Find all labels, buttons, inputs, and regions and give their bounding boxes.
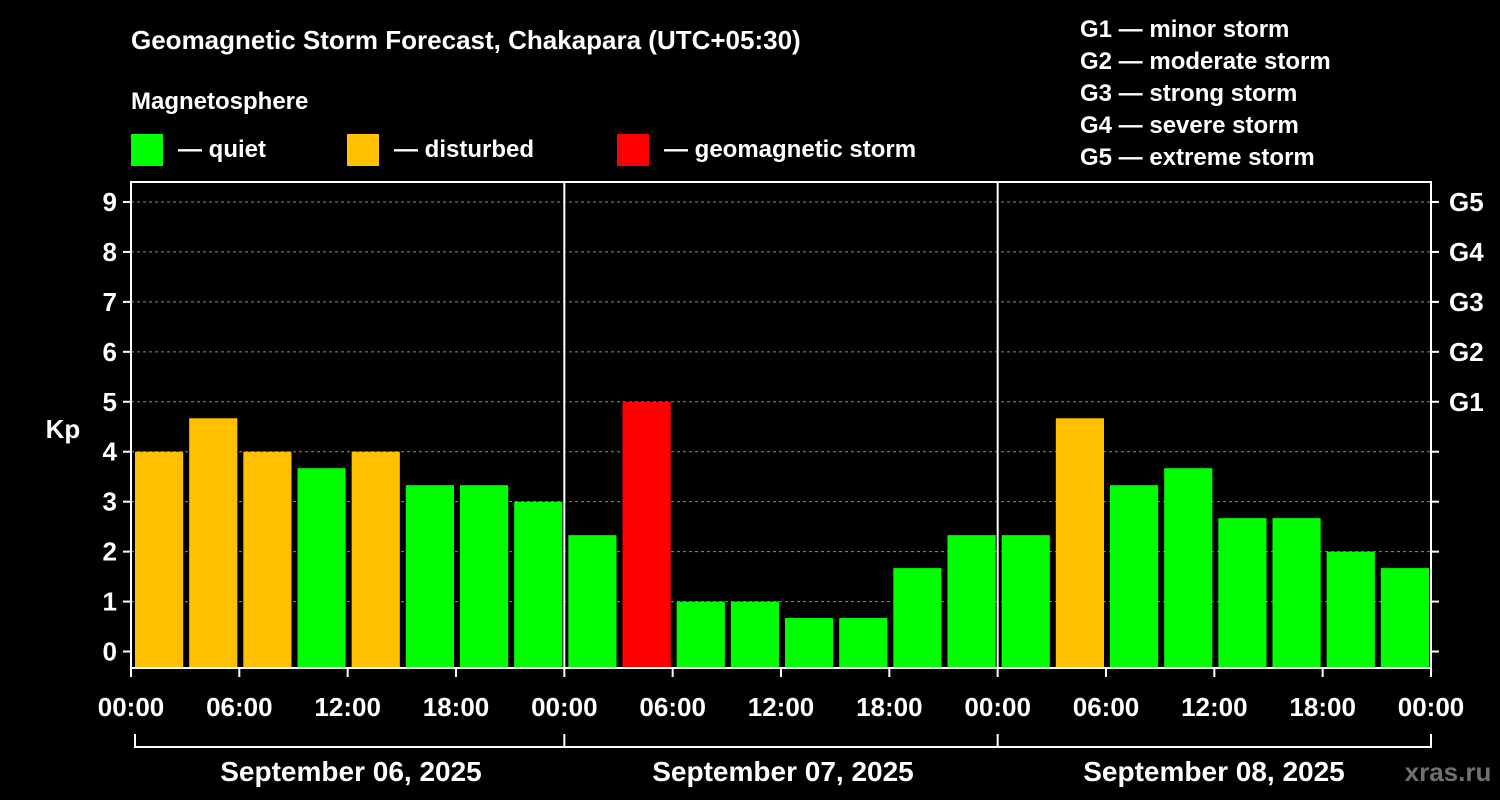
y-tick-label: 7 <box>103 287 117 317</box>
g-level-label: G4 <box>1449 237 1484 267</box>
g-scale-g1: G1 — minor storm <box>1080 16 1289 43</box>
x-tick-label: 12:00 <box>748 692 815 722</box>
legend-swatch-disturbed <box>347 134 379 166</box>
kp-bar <box>1272 518 1321 668</box>
y-axis-label: Kp <box>46 414 81 444</box>
kp-bar <box>785 618 834 668</box>
y-tick-label: 6 <box>103 337 117 367</box>
x-tick-label: 00:00 <box>98 692 165 722</box>
kp-bar <box>1326 551 1375 668</box>
g-scale-g2: G2 — moderate storm <box>1080 48 1331 75</box>
date-label-day3: September 08, 2025 <box>1083 756 1345 787</box>
kp-bar <box>405 485 454 668</box>
x-tick-label: 00:00 <box>531 692 598 722</box>
x-tick-label: 12:00 <box>1181 692 1248 722</box>
legend-label-quiet: — quiet <box>178 136 266 163</box>
kp-bar <box>243 451 292 668</box>
legend-swatch-quiet <box>131 134 163 166</box>
x-tick-label: 18:00 <box>423 692 490 722</box>
kp-bar <box>1380 568 1429 668</box>
x-tick-label: 00:00 <box>964 692 1031 722</box>
legend-label-storm: — geomagnetic storm <box>664 136 916 163</box>
kp-bar <box>676 601 725 668</box>
date-label-day1: September 06, 2025 <box>220 756 482 787</box>
kp-bar <box>460 485 509 668</box>
kp-bar <box>622 401 671 668</box>
kp-bar <box>514 501 563 668</box>
kp-bar <box>189 418 238 668</box>
x-tick-label: 18:00 <box>856 692 923 722</box>
legend-label-disturbed: — disturbed <box>394 136 534 163</box>
chart-title: Geomagnetic Storm Forecast, Chakapara (U… <box>131 25 801 55</box>
y-tick-label: 2 <box>103 537 117 567</box>
kp-bar <box>947 535 996 668</box>
g-scale-g4: G4 — severe storm <box>1080 112 1299 139</box>
y-tick-label: 9 <box>103 187 117 217</box>
x-tick-label: 06:00 <box>639 692 706 722</box>
x-tick-label: 12:00 <box>314 692 381 722</box>
g-level-label: G3 <box>1449 287 1484 317</box>
kp-bar <box>568 535 617 668</box>
g-scale-g3: G3 — strong storm <box>1080 80 1297 107</box>
x-tick-label: 00:00 <box>1398 692 1465 722</box>
kp-bar <box>135 451 184 668</box>
kp-bar <box>1164 468 1213 668</box>
y-tick-label: 1 <box>103 587 117 617</box>
x-tick-label: 06:00 <box>206 692 273 722</box>
g-level-label: G2 <box>1449 337 1484 367</box>
g-level-label: G5 <box>1449 187 1484 217</box>
g-scale-g5: G5 — extreme storm <box>1080 144 1315 171</box>
kp-bar <box>1001 535 1050 668</box>
date-label-day2: September 07, 2025 <box>652 756 914 787</box>
g-level-label: G1 <box>1449 387 1484 417</box>
kp-bar <box>1055 418 1104 668</box>
y-tick-label: 0 <box>103 637 117 667</box>
x-tick-label: 18:00 <box>1289 692 1356 722</box>
legend-heading: Magnetosphere <box>131 88 308 115</box>
y-tick-label: 3 <box>103 487 117 517</box>
legend-swatch-storm <box>617 134 649 166</box>
y-tick-label: 4 <box>103 437 118 467</box>
kp-bar <box>730 601 779 668</box>
y-tick-label: 8 <box>103 237 117 267</box>
y-tick-label: 5 <box>103 387 117 417</box>
kp-bar <box>1110 485 1159 668</box>
watermark: xras.ru <box>1405 757 1492 787</box>
kp-bar <box>839 618 888 668</box>
kp-bar <box>351 451 400 668</box>
kp-bar <box>297 468 346 668</box>
x-tick-label: 06:00 <box>1073 692 1140 722</box>
kp-bar <box>1218 518 1267 668</box>
kp-bar <box>893 568 942 668</box>
